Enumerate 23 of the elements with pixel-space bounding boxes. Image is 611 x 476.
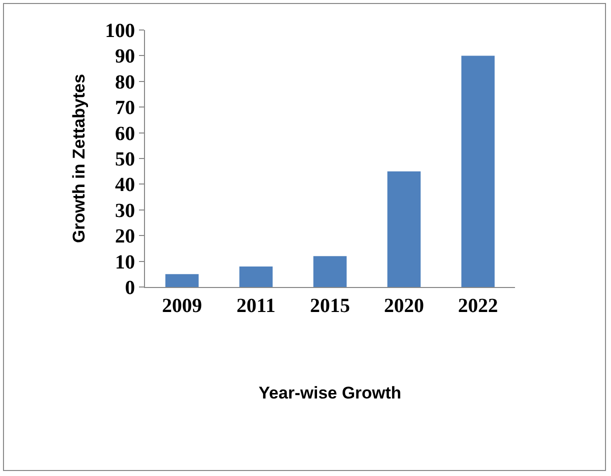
y-tick-label: 80 xyxy=(115,71,135,94)
x-tick-label: 2020 xyxy=(384,295,424,317)
y-tick-label: 90 xyxy=(115,46,135,68)
x-tick-label: 2011 xyxy=(236,295,276,317)
y-tick-label: 10 xyxy=(115,251,135,274)
x-tick-label: 2022 xyxy=(458,295,498,317)
bar xyxy=(313,256,347,287)
y-tick-label: 40 xyxy=(115,174,135,196)
y-tick-label: 50 xyxy=(115,148,135,170)
x-tick-label: 2009 xyxy=(162,295,202,317)
y-axis-title: Growth in Zettabytes xyxy=(70,74,89,244)
y-tick-label: 0 xyxy=(125,277,135,299)
bar xyxy=(165,274,199,287)
bar xyxy=(239,266,273,287)
bar xyxy=(461,56,495,287)
bar xyxy=(387,171,421,287)
y-tick-label: 20 xyxy=(115,226,135,248)
x-tick-label: 2015 xyxy=(310,295,350,317)
x-axis-title: Year-wise Growth xyxy=(258,383,402,402)
y-tick-label: 70 xyxy=(115,97,135,120)
y-tick-label: 60 xyxy=(115,122,135,145)
y-tick-label: 30 xyxy=(115,200,135,222)
y-tick-label: 100 xyxy=(105,20,135,42)
